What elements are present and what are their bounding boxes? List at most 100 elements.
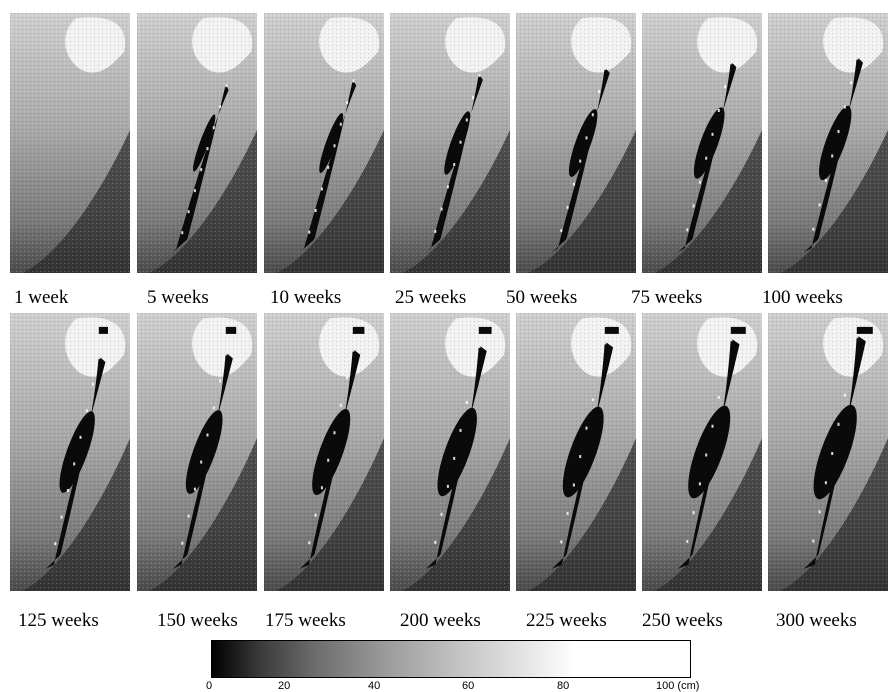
channel-speck bbox=[225, 352, 228, 356]
channel-speck bbox=[850, 81, 853, 85]
channel-speck bbox=[206, 147, 209, 151]
channel-speck bbox=[352, 348, 355, 352]
channel-speck bbox=[54, 542, 57, 546]
panel-map bbox=[10, 13, 130, 273]
channel-speck bbox=[73, 462, 76, 466]
channel-speck bbox=[824, 178, 827, 182]
channel bbox=[678, 61, 737, 253]
panel-time-label: 5 weeks bbox=[147, 287, 209, 308]
channel-body bbox=[185, 410, 223, 494]
channel-speck bbox=[843, 393, 846, 397]
simulation-panel bbox=[264, 13, 384, 273]
simulation-panel bbox=[264, 313, 384, 591]
panel-time-label: 150 weeks bbox=[157, 610, 238, 631]
channel-speck bbox=[824, 481, 827, 485]
channel-speck bbox=[200, 460, 203, 464]
channel-speck bbox=[333, 144, 336, 148]
channel-speck bbox=[566, 205, 569, 209]
channel-speck bbox=[818, 510, 821, 514]
channel-speck bbox=[219, 379, 222, 383]
channel bbox=[552, 66, 610, 253]
channel-speck bbox=[698, 482, 701, 486]
channel bbox=[804, 335, 866, 569]
channel-head bbox=[352, 326, 365, 334]
depth-scale-bar bbox=[211, 640, 691, 678]
channel-head bbox=[856, 326, 873, 334]
panel-time-label: 300 weeks bbox=[776, 610, 857, 631]
channel-speck bbox=[724, 367, 727, 371]
panel-time-label: 25 weeks bbox=[395, 287, 467, 308]
channel-speck bbox=[711, 132, 714, 136]
channel-speck bbox=[843, 105, 846, 109]
channel-speck bbox=[92, 382, 95, 386]
simulation-panel bbox=[10, 313, 130, 591]
channel-speck bbox=[585, 426, 588, 430]
channel-body bbox=[693, 107, 725, 179]
channel-speck bbox=[705, 453, 708, 457]
channel-speck bbox=[717, 108, 720, 112]
channel-speck bbox=[85, 409, 88, 413]
channel-speck bbox=[472, 372, 475, 376]
channel-speck bbox=[591, 113, 594, 117]
panel-map bbox=[768, 313, 888, 591]
panel-map bbox=[642, 313, 762, 591]
channel-speck bbox=[219, 105, 222, 109]
channel-speck bbox=[181, 541, 184, 545]
channel-speck bbox=[478, 73, 481, 77]
channel-speck bbox=[206, 433, 209, 437]
channel-speck bbox=[339, 403, 342, 407]
channel-speck bbox=[193, 189, 196, 193]
panel-map bbox=[516, 13, 636, 273]
channel-speck bbox=[717, 395, 720, 399]
channel-speck bbox=[98, 356, 101, 360]
panel-map bbox=[137, 313, 257, 591]
scale-tick-label: 0 bbox=[206, 680, 213, 692]
channel bbox=[46, 356, 106, 569]
panel-time-label: 250 weeks bbox=[642, 610, 723, 631]
channel-speck bbox=[320, 486, 323, 490]
channel-speck bbox=[320, 187, 323, 191]
channel-speck bbox=[327, 458, 330, 462]
channel-speck bbox=[453, 456, 456, 460]
scale-tick-label: 100 (cm) bbox=[656, 680, 700, 692]
channel-speck bbox=[837, 130, 840, 133]
channel bbox=[426, 345, 487, 569]
channel-speck bbox=[314, 209, 317, 213]
panel-time-label: 175 weeks bbox=[265, 610, 346, 631]
channel-speck bbox=[724, 85, 727, 89]
channel-speck bbox=[66, 488, 69, 492]
simulation-panel bbox=[642, 313, 762, 591]
panel-time-label: 50 weeks bbox=[506, 287, 578, 308]
panel-time-label: 100 weeks bbox=[762, 287, 843, 308]
channel-speck bbox=[465, 400, 468, 404]
channel-speck bbox=[730, 338, 733, 342]
channel-speck bbox=[856, 56, 859, 60]
simulation-panel bbox=[516, 13, 636, 273]
channel-speck bbox=[446, 484, 449, 488]
panel-map bbox=[516, 313, 636, 591]
channel-speck bbox=[187, 210, 190, 214]
channel-head bbox=[730, 326, 746, 334]
panel-time-label: 10 weeks bbox=[270, 287, 342, 308]
simulation-panel bbox=[768, 13, 888, 273]
channel-speck bbox=[478, 345, 481, 349]
channel-speck bbox=[698, 180, 701, 184]
channel-speck bbox=[314, 513, 317, 517]
scale-tick-label: 60 bbox=[462, 680, 475, 692]
panel-time-label: 200 weeks bbox=[400, 610, 481, 631]
channel-speck bbox=[579, 455, 582, 459]
scale-tick-label: 20 bbox=[278, 680, 291, 692]
channel-body bbox=[319, 113, 344, 173]
channel-speck bbox=[459, 140, 462, 144]
channel-speck bbox=[692, 511, 695, 515]
channel-speck bbox=[560, 229, 563, 233]
channel-speck bbox=[831, 452, 834, 455]
channel bbox=[300, 348, 361, 569]
channel-speck bbox=[711, 424, 714, 428]
channel-speck bbox=[692, 204, 695, 208]
channel-speck bbox=[446, 185, 449, 189]
panel-map bbox=[10, 313, 130, 591]
channel-speck bbox=[812, 539, 815, 543]
channel-speck bbox=[686, 228, 689, 232]
panel-time-label: 225 weeks bbox=[526, 610, 607, 631]
